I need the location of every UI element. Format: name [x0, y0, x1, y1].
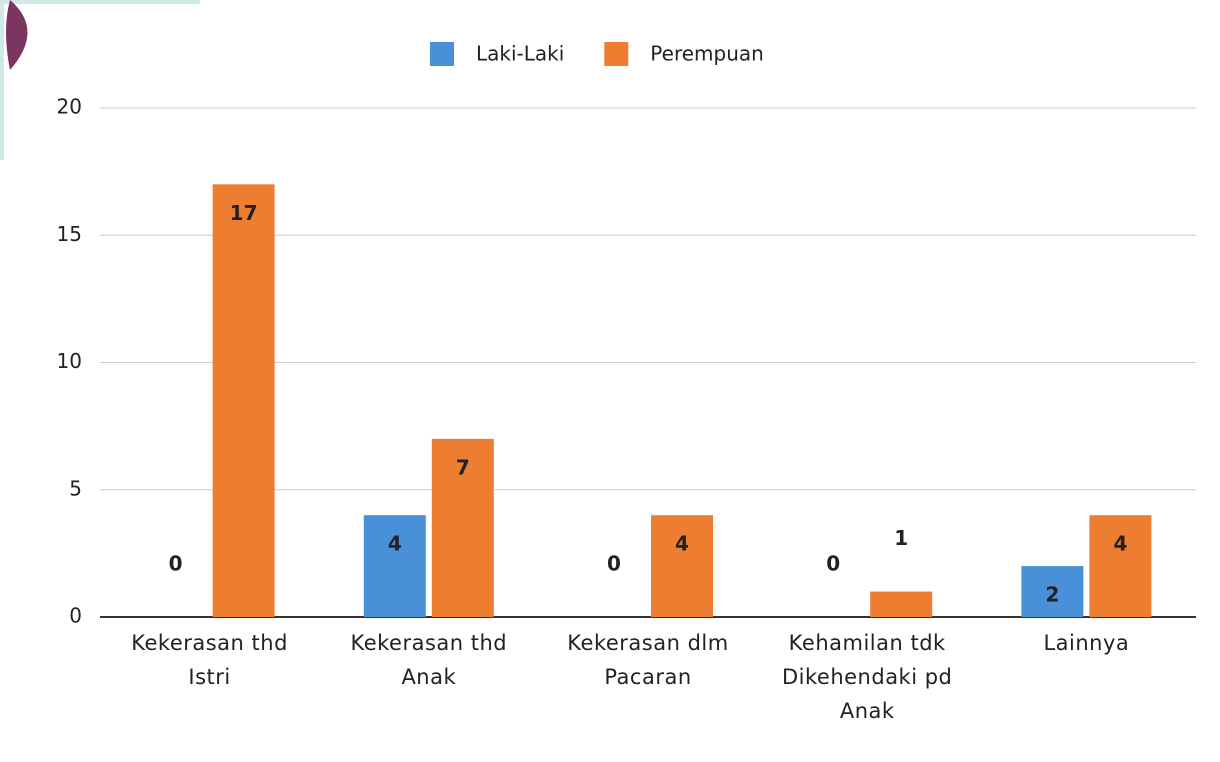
bar — [651, 515, 713, 617]
bar — [364, 515, 426, 617]
legend-swatch — [430, 42, 454, 66]
decoration — [0, 0, 200, 160]
value-label: 0 — [169, 552, 183, 576]
y-tick-label: 0 — [69, 604, 82, 628]
decoration — [6, 0, 28, 70]
bar — [870, 592, 932, 617]
value-label: 17 — [230, 201, 258, 225]
bar — [213, 184, 275, 617]
page: 05101520Laki-LakiPerempuan01747040124 ((… — [0, 0, 1220, 762]
y-tick-label: 5 — [69, 476, 82, 500]
bar — [1089, 515, 1151, 617]
value-label: 4 — [388, 532, 402, 556]
value-label: 4 — [675, 532, 689, 556]
y-tick-label: 15 — [57, 222, 82, 246]
x-tick-label: Kekerasan thd Istri — [115, 626, 305, 694]
y-tick-label: 10 — [57, 349, 82, 373]
value-label: 2 — [1045, 583, 1059, 607]
y-tick-label: 20 — [57, 95, 82, 119]
legend-swatch — [604, 42, 628, 66]
legend-label: Laki-Laki — [476, 42, 564, 66]
value-label: 1 — [894, 526, 908, 550]
value-label: 0 — [607, 552, 621, 576]
x-tick-label: Kehamilan tdk Dikehendaki pd Anak — [772, 626, 962, 728]
x-tick-label: Kekerasan thd Anak — [334, 626, 524, 694]
value-label: 4 — [1113, 532, 1127, 556]
value-label: 0 — [826, 552, 840, 576]
value-label: 7 — [456, 455, 470, 479]
x-tick-label: Lainnya — [991, 626, 1181, 660]
legend-label: Perempuan — [650, 42, 764, 66]
x-tick-label: Kekerasan dlm Pacaran — [553, 626, 743, 694]
